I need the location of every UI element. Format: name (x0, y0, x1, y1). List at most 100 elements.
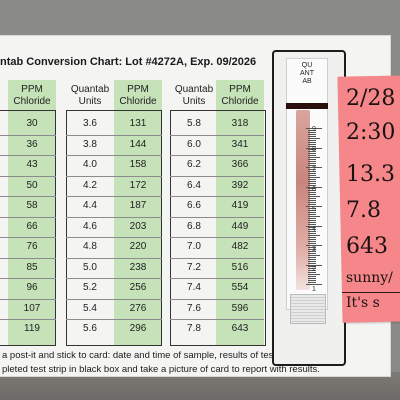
scale-tick (306, 167, 322, 168)
units-header-2: Quantab Units (70, 84, 110, 107)
ppm-cell: 85 (26, 261, 38, 273)
scale-number: 3 (312, 246, 316, 253)
scale-tick (308, 276, 316, 278)
row-rule (66, 237, 162, 238)
row-rule (170, 257, 264, 259)
scale-tick (308, 192, 316, 194)
note-quantab-units: 7.8 (346, 198, 381, 223)
scale-tick (308, 149, 316, 151)
scale-tick (308, 135, 316, 137)
instruction-line-2: pleted test strip in black box and take … (2, 364, 320, 375)
ppm-cell: 203 (129, 220, 147, 232)
scale-tick (308, 252, 316, 254)
note-date: 2/28 (346, 86, 396, 111)
scale-tick (308, 219, 316, 221)
scale-tick (308, 278, 316, 280)
scale-tick (308, 270, 316, 272)
scale-tick (308, 221, 316, 223)
row-rule (66, 155, 162, 156)
scale-tick (308, 274, 320, 276)
units-cell: 7.6 (187, 302, 201, 314)
row-rule (170, 298, 264, 300)
note-time: 2:30 (346, 120, 396, 145)
scale-tick (308, 188, 316, 190)
units-cell: 5.0 (83, 261, 97, 273)
scale-tick (308, 163, 316, 165)
table-1-outline (0, 110, 56, 346)
row-rule (66, 298, 162, 300)
units-cell: 5.4 (83, 302, 97, 314)
scale-tick (308, 211, 316, 213)
ppm-column-3 (216, 80, 264, 346)
ppm-cell: 643 (231, 323, 249, 334)
units-cell: 7.8 (187, 323, 201, 334)
units-cell: 6.6 (187, 200, 201, 211)
scale-number: 2 (312, 266, 316, 273)
units-cell: 4.8 (83, 241, 97, 252)
row-rule (0, 134, 56, 136)
note-comment: It's s (346, 295, 380, 311)
scale-tick (308, 174, 316, 176)
scale-tick (308, 137, 320, 139)
scale-tick (308, 133, 316, 135)
scale-tick (308, 256, 316, 258)
units-cell: 3.8 (83, 138, 97, 150)
scale-tick (308, 157, 320, 159)
row-rule (0, 196, 56, 197)
scale-number: 6 (312, 186, 316, 193)
scale-tick (308, 151, 316, 153)
row-rule (0, 319, 56, 320)
ppm-cell: 66 (26, 220, 38, 232)
units-cell: 4.0 (83, 159, 97, 170)
scale-tick (308, 131, 316, 133)
ppm-cell: 516 (231, 261, 249, 273)
ppm-cell: 554 (231, 282, 249, 293)
scale-tick (308, 129, 316, 131)
units-cell: 4.4 (83, 200, 97, 211)
row-rule (170, 278, 264, 279)
scale-tick (308, 176, 320, 178)
scale-tick (308, 268, 316, 270)
ppm-cell: 482 (231, 241, 249, 252)
ppm-cell: 276 (129, 302, 147, 314)
scale-number: 9 (312, 126, 316, 133)
row-rule (0, 216, 56, 218)
scale-tick (308, 170, 316, 172)
scale-tick (308, 139, 316, 141)
row-rule (66, 278, 162, 279)
units-cell: 5.6 (83, 323, 97, 334)
units-cell: 4.2 (83, 179, 97, 191)
ppm-cell: 36 (26, 138, 38, 150)
scale-tick (308, 233, 316, 235)
ppm-cell: 30 (26, 118, 38, 129)
ppm-cell: 366 (231, 159, 249, 170)
scale-tick (308, 250, 316, 252)
scale-tick (308, 145, 316, 147)
scale-tick (308, 153, 316, 155)
scale-tick (308, 239, 316, 241)
scale-tick (308, 178, 316, 180)
scale-tick (308, 282, 316, 284)
ppm-cell: 107 (23, 302, 41, 314)
scale-tick (308, 280, 316, 282)
units-cell: 5.8 (187, 118, 201, 129)
scale-tick (308, 227, 316, 229)
ppm-cell: 419 (231, 200, 249, 211)
ppm-cell: 392 (231, 179, 249, 191)
ppm-cell: 76 (26, 241, 38, 252)
quantab-label: QUANTAB (300, 62, 314, 85)
note-strip-reading: 13.3 (346, 162, 395, 187)
ppm-cell: 341 (231, 138, 249, 150)
note-divider (342, 292, 400, 293)
units-cell: 6.0 (187, 138, 201, 150)
units-cell: 6.8 (187, 220, 201, 232)
scale-tick (308, 215, 320, 217)
units-cell: 7.0 (187, 241, 201, 252)
ppm-cell: 43 (26, 159, 38, 170)
scale-tick (308, 241, 316, 243)
table-3-outline (170, 110, 266, 346)
scale-tick (308, 246, 316, 248)
scale-tick (308, 260, 316, 262)
units-header-3: Quantab Units (174, 84, 214, 107)
